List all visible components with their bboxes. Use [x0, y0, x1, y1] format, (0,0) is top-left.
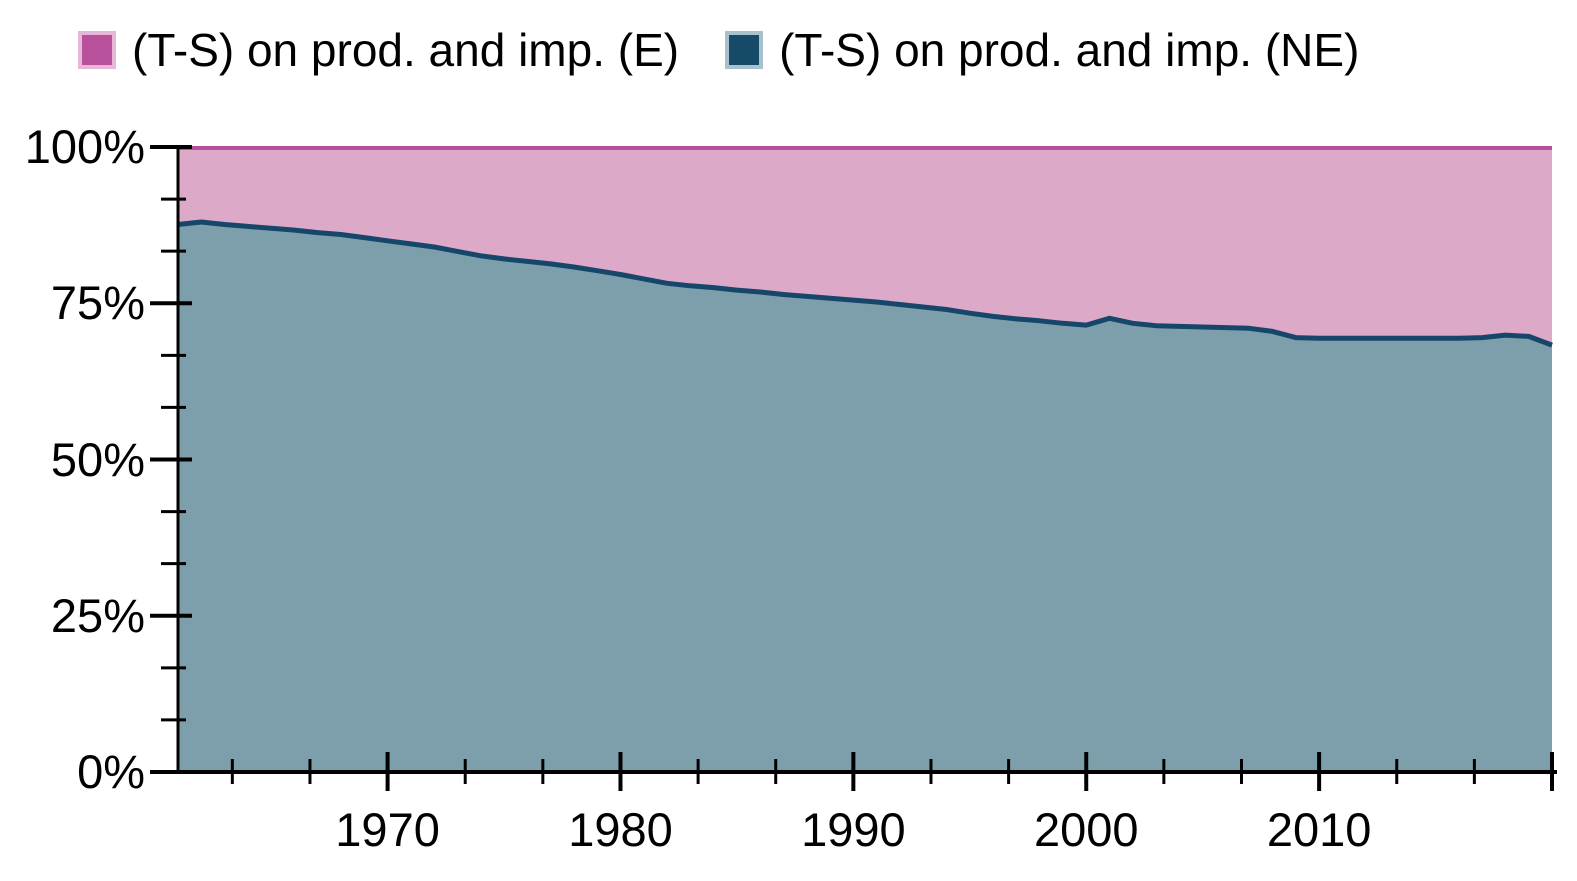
- legend-item-e[interactable]: (T-S) on prod. and imp. (E): [78, 24, 679, 76]
- legend: (T-S) on prod. and imp. (E) (T-S) on pro…: [78, 24, 1359, 76]
- x-axis-label: 1980: [568, 803, 673, 856]
- y-axis-label: 50%: [50, 432, 145, 486]
- legend-swatch-ne: [725, 31, 764, 69]
- legend-label-e: (T-S) on prod. and imp. (E): [132, 24, 680, 76]
- y-axis-label: 25%: [50, 588, 145, 642]
- x-axis-label: 2000: [1033, 803, 1139, 856]
- y-axis-label: 100%: [24, 120, 145, 173]
- x-axis-label: 1970: [335, 803, 440, 856]
- x-axis-label: 1990: [801, 803, 906, 856]
- y-axis-label: 0%: [77, 745, 145, 798]
- series-area-ne: [178, 222, 1552, 772]
- legend-item-ne[interactable]: (T-S) on prod. and imp. (NE): [725, 24, 1359, 76]
- legend-label-ne: (T-S) on prod. and imp. (NE): [779, 24, 1360, 76]
- x-axis-label: 2010: [1266, 803, 1372, 856]
- y-axis-label: 75%: [50, 276, 145, 330]
- series-boundary-line-ne: [177, 219, 1553, 348]
- legend-swatch-e: [78, 31, 116, 69]
